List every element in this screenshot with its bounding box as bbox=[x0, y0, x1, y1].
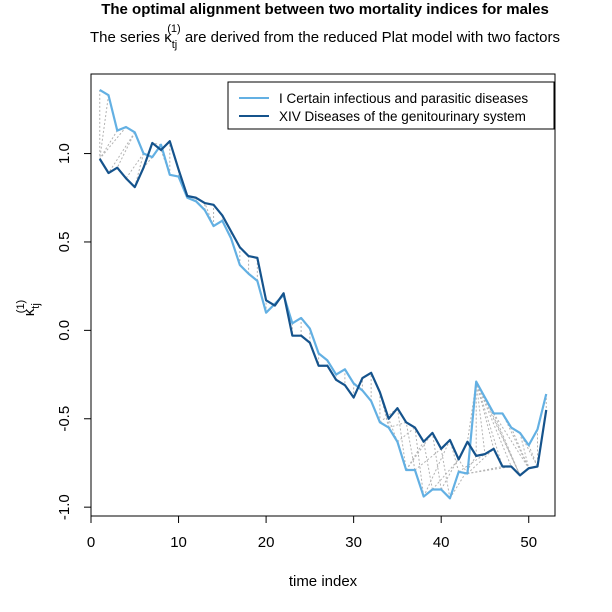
alignment-link bbox=[493, 413, 521, 476]
series-line-1 bbox=[99, 88, 548, 500]
alignment-link bbox=[475, 381, 486, 455]
legend-label-series-1: I Certain infectious and parasitic disea… bbox=[279, 91, 528, 106]
chart-subtitle: The series κtj(1) are derived from the r… bbox=[90, 23, 560, 51]
x-tick-label: 20 bbox=[258, 534, 275, 551]
x-axis-label: time index bbox=[289, 573, 358, 590]
alignment-link bbox=[125, 153, 144, 179]
alignment-link bbox=[116, 132, 136, 168]
y-tick-label: 1.0 bbox=[56, 143, 73, 164]
legend-box bbox=[227, 81, 555, 130]
alignment-link bbox=[475, 381, 512, 467]
alignment-link bbox=[99, 126, 127, 160]
y-axis-label: κtj(1) bbox=[15, 300, 42, 316]
alignment-link bbox=[458, 459, 468, 474]
alignment-link bbox=[405, 422, 416, 471]
alignment-link bbox=[396, 408, 407, 471]
alignment-link bbox=[414, 448, 442, 471]
y-tick-label: -1.0 bbox=[56, 494, 73, 520]
alignment-link bbox=[449, 455, 477, 499]
x-tick-label: 10 bbox=[170, 534, 187, 551]
alignment-link bbox=[493, 413, 530, 469]
series-lines bbox=[98, 88, 548, 500]
alignment-link bbox=[475, 381, 521, 476]
y-tick-label: -0.5 bbox=[56, 406, 73, 432]
alignment-link bbox=[475, 381, 495, 449]
alignment-link bbox=[99, 130, 118, 160]
alignment-link bbox=[108, 132, 136, 174]
y-tick-label: 0.5 bbox=[56, 232, 73, 253]
alignment-link bbox=[440, 448, 451, 499]
alignment-link bbox=[449, 439, 460, 472]
chart-title: The optimal alignment between two mortal… bbox=[101, 1, 549, 18]
series-line-2 bbox=[98, 140, 548, 477]
alignment-link bbox=[458, 453, 486, 473]
alignment-link bbox=[414, 427, 425, 497]
svg-text:κtj(1): κtj(1) bbox=[15, 300, 42, 316]
alignment-link bbox=[510, 427, 530, 469]
x-tick-label: 30 bbox=[345, 534, 362, 551]
legend-label-series-2: XIV Diseases of the genitourinary system bbox=[279, 109, 526, 124]
alignment-link bbox=[475, 381, 503, 467]
x-tick-label: 0 bbox=[87, 534, 95, 551]
alignment-link bbox=[405, 432, 433, 471]
alignment-link bbox=[431, 432, 442, 490]
alignment-link bbox=[99, 95, 110, 159]
alignment-link bbox=[152, 142, 162, 146]
alignment-link bbox=[467, 466, 512, 475]
x-axis: 0 10 20 30 40 50 bbox=[87, 515, 537, 551]
legend: I Certain infectious and parasitic disea… bbox=[227, 81, 555, 130]
x-tick-label: 40 bbox=[433, 534, 450, 551]
y-tick-label: 0.0 bbox=[56, 320, 73, 341]
alignment-link bbox=[432, 459, 460, 490]
x-tick-label: 50 bbox=[520, 534, 537, 551]
alignment-link bbox=[388, 421, 407, 429]
y-axis: -1.0 -0.5 0.0 0.5 1.0 bbox=[56, 143, 92, 520]
